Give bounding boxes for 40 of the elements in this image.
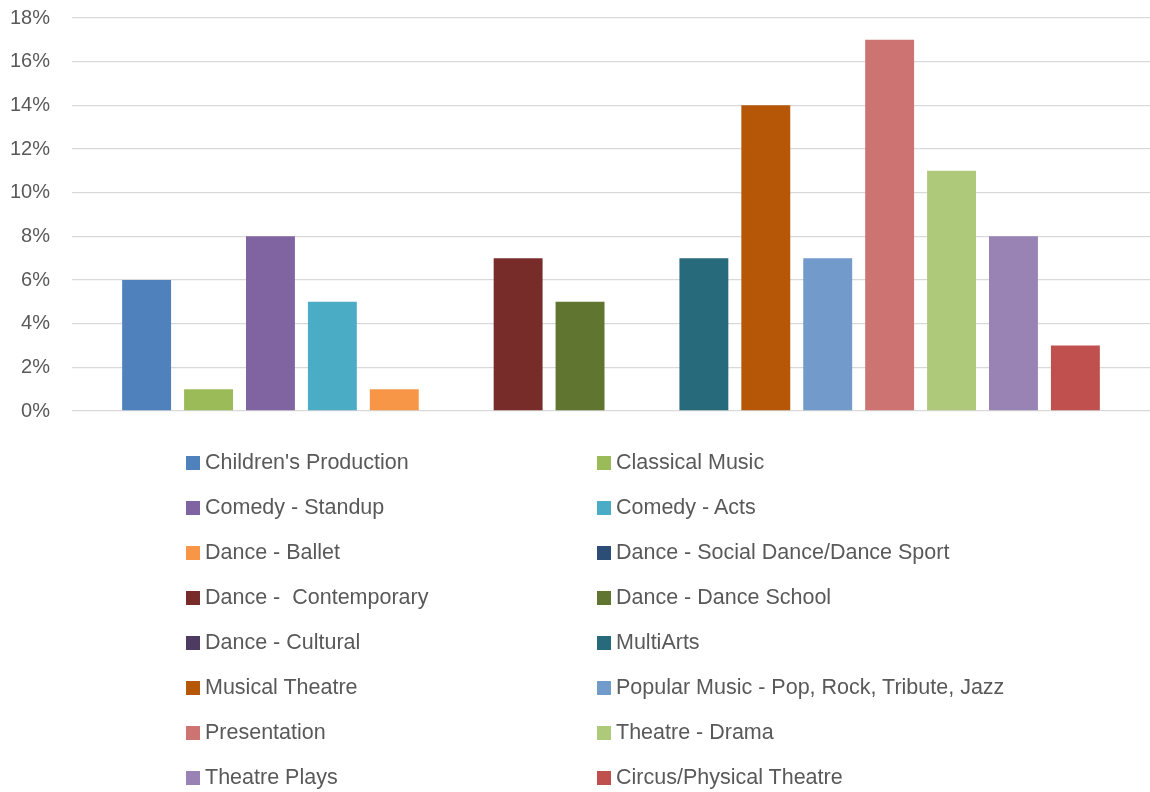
y-tick-label: 2%: [21, 354, 51, 377]
legend-label: Presentation: [205, 720, 326, 745]
y-tick-label: 8%: [21, 223, 51, 246]
y-tick-label: 16%: [9, 49, 51, 72]
bar: [679, 258, 729, 411]
y-tick-label: 0%: [21, 398, 51, 421]
bar: [493, 258, 543, 411]
legend-label: Classical Music: [616, 450, 765, 475]
legend-label: Dance - Social Dance/Dance Sport: [616, 540, 950, 565]
bar: [927, 170, 976, 411]
bar: [1050, 345, 1100, 411]
y-tick-label: 6%: [21, 267, 51, 290]
bar: [184, 389, 233, 411]
legend-label: Dance - Dance School: [616, 585, 832, 610]
bar: [369, 389, 419, 411]
bar: [122, 280, 172, 411]
bar: [989, 236, 1038, 411]
legend-label: Comedy - Acts: [616, 495, 756, 520]
bar: [555, 301, 605, 411]
legend-label: Circus/Physical Theatre: [616, 765, 843, 790]
legend-label: Dance - Contemporary: [205, 585, 429, 610]
y-tick-label: 12%: [9, 136, 51, 159]
y-tick-label: 10%: [9, 180, 51, 203]
legend-label: Children's Production: [205, 450, 409, 475]
bar: [803, 258, 853, 411]
legend-label: Dance - Ballet: [205, 540, 341, 565]
legend-label: Comedy - Standup: [205, 495, 385, 520]
legend-label: Musical Theatre: [205, 675, 358, 700]
bar: [307, 301, 357, 411]
legend-label: Popular Music - Pop, Rock, Tribute, Jazz: [616, 675, 1005, 700]
bar: [865, 39, 915, 411]
legend-label: Dance - Cultural: [205, 630, 361, 655]
y-tick-label: 18%: [9, 5, 51, 28]
y-tick-label: 14%: [9, 92, 51, 115]
y-tick-label: 4%: [21, 311, 51, 334]
bar: [741, 105, 791, 411]
legend-label: Theatre Plays: [205, 765, 338, 790]
bar: [246, 236, 295, 411]
legend-label: MultiArts: [616, 630, 700, 655]
legend-label: Theatre - Drama: [616, 720, 774, 745]
